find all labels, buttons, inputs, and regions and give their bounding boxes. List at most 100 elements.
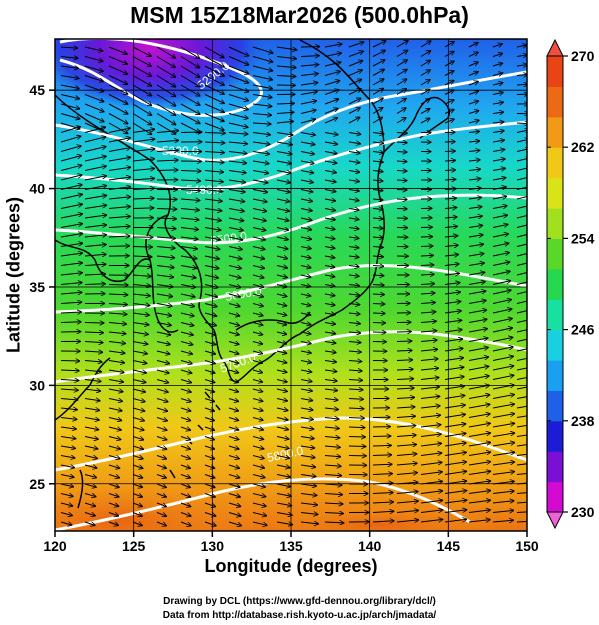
wind-arrow [348,142,361,144]
wind-arrow [132,474,143,478]
wind-arrow [396,510,419,512]
wind-arrow [396,444,417,446]
wind-arrow [60,389,78,390]
wind-arrow [324,484,342,485]
wind-arrow [228,361,239,364]
wind-arrow [300,247,311,249]
wind-arrow [492,290,511,295]
wind-arrow [492,243,509,247]
wind-arrow [276,237,288,240]
wind-arrow [348,209,359,211]
wind-arrow [132,426,144,430]
wind-arrow [276,408,288,411]
wind-arrow [108,246,130,247]
wind-arrow [372,152,384,153]
wind-arrow [132,445,144,449]
wind-arrow [108,351,125,353]
wind-arrow [324,332,336,334]
wind-arrow [180,228,199,230]
wind-arrow [108,113,128,124]
wind-arrow [252,56,273,63]
wind-arrow [180,256,197,259]
wind-arrow [324,304,335,306]
wind-arrow [348,275,359,276]
wind-arrow [204,399,215,402]
wind-arrow [396,152,407,153]
y-axis-ticks: 25 30 35 40 45 [29,82,55,492]
wind-arrow [84,427,99,430]
wind-arrow [420,396,440,398]
wind-arrow [372,161,383,162]
wind-arrow [276,513,292,516]
wind-arrow [300,133,315,136]
wind-arrow [492,140,505,142]
wind-arrow [84,127,106,133]
wind-arrow [204,171,224,173]
wind-arrow [84,361,102,363]
wind-arrow [84,351,103,352]
wind-arrow [180,237,198,239]
wind-arrow [468,235,483,237]
y-tick-label-35: 35 [29,279,45,295]
wind-arrow [276,266,288,269]
wind-arrow [132,436,144,440]
wind-arrow [204,84,224,94]
wind-arrow [468,442,491,447]
wind-arrow [228,304,240,307]
wind-arrow [60,175,82,181]
wind-arrow [276,342,287,344]
wind-arrow [300,119,316,124]
wind-arrow [516,472,527,475]
wind-arrow [60,194,82,200]
wind-arrow [252,323,263,326]
wind-arrow [348,42,364,48]
wind-arrow [252,237,266,240]
wind-arrow [252,275,264,278]
wind-arrow [348,117,360,124]
wind-arrow [276,456,290,459]
wind-arrow [228,161,247,163]
wind-arrow [132,502,142,507]
wind-arrow [180,199,200,201]
wind-arrow [492,234,509,238]
wind-arrow [84,235,107,237]
wind-arrow [324,294,335,296]
wind-arrow [348,79,362,86]
wind-arrow [348,171,360,173]
wind-arrow [420,99,430,105]
wind-arrow [60,165,82,171]
wind-arrow [468,244,484,246]
wind-arrow [252,171,269,174]
wind-arrow [156,275,174,277]
wind-arrow [444,264,459,266]
wind-arrow [516,262,527,266]
wind-arrow [228,502,241,507]
wind-arrow [492,375,514,380]
wind-arrow [420,265,434,266]
wind-arrow [228,84,249,92]
wind-arrow [84,245,106,247]
contour-5300 [55,70,527,162]
wind-arrow [468,111,479,114]
wind-arrow [468,120,479,123]
wind-arrow [348,199,359,201]
wind-arrow [324,522,344,523]
wind-arrow [396,350,412,351]
grid [55,39,527,531]
wind-arrow [156,94,176,107]
wind-arrow [348,361,362,362]
wind-arrow [348,98,361,105]
wind-arrow [60,408,77,410]
wind-arrow [156,350,170,354]
wind-arrow [132,351,147,354]
wind-arrow [420,255,433,256]
wind-arrow [324,418,339,420]
wind-arrow [108,294,128,295]
wind-arrow [492,423,515,428]
wind-arrow [276,446,289,449]
wind-arrow [108,84,128,94]
wind-arrow [108,370,124,373]
wind-arrow [252,247,265,250]
wind-arrow [420,406,440,408]
wind-arrow [204,46,224,58]
